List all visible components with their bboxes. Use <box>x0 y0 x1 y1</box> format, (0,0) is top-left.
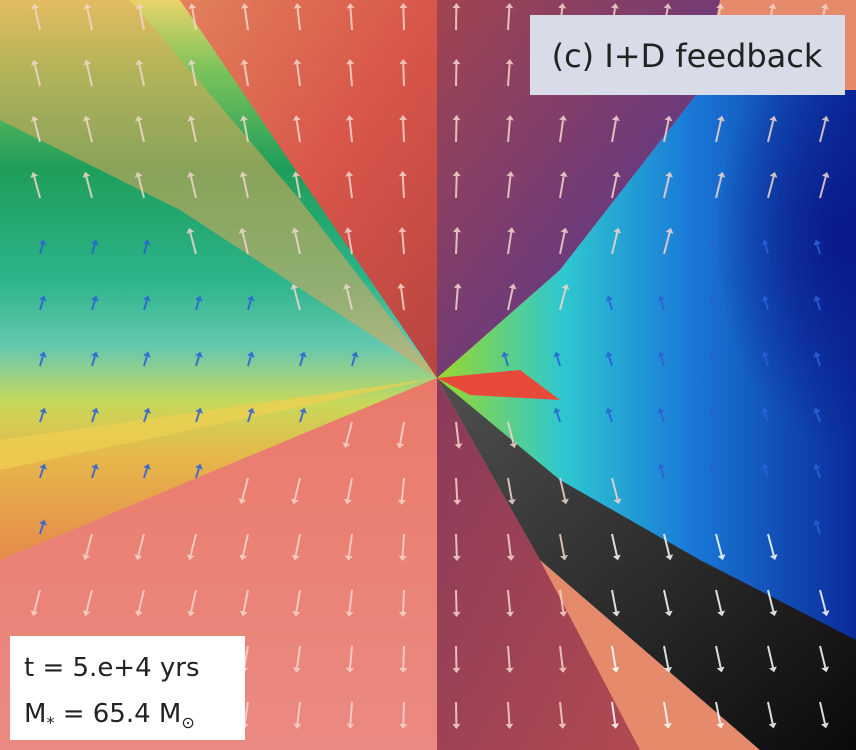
velocity-arrow <box>403 120 404 142</box>
velocity-arrow <box>456 176 457 198</box>
velocity-arrow <box>403 534 404 556</box>
time-label: t = 5.e+4 yrs <box>24 653 200 683</box>
mass-text: = 65.4 M <box>54 699 181 729</box>
simulation-render: (c) I+D feedback t = 5.e+4 yrs M* = 65.4… <box>0 0 856 750</box>
velocity-arrow <box>456 534 457 556</box>
velocity-arrow <box>508 8 509 30</box>
velocity-arrow <box>456 478 457 500</box>
page: (c) I+D feedback t = 5.e+4 yrs M* = 65.4… <box>0 0 856 750</box>
mass-symbol-sub: * <box>46 713 54 732</box>
velocity-arrow <box>403 176 404 198</box>
mass-unit-sub: ⊙ <box>181 713 194 732</box>
velocity-arrow <box>403 590 404 612</box>
panel-label: (c) I+D feedback <box>552 37 823 75</box>
mass-symbol: M <box>24 699 46 729</box>
velocity-arrow <box>403 646 404 668</box>
velocity-arrow <box>508 702 509 724</box>
velocity-arrow <box>456 120 457 142</box>
velocity-arrow <box>456 590 457 612</box>
velocity-arrow <box>403 702 404 724</box>
velocity-arrow <box>456 232 457 254</box>
velocity-arrow <box>403 64 404 86</box>
velocity-arrow <box>403 8 404 30</box>
